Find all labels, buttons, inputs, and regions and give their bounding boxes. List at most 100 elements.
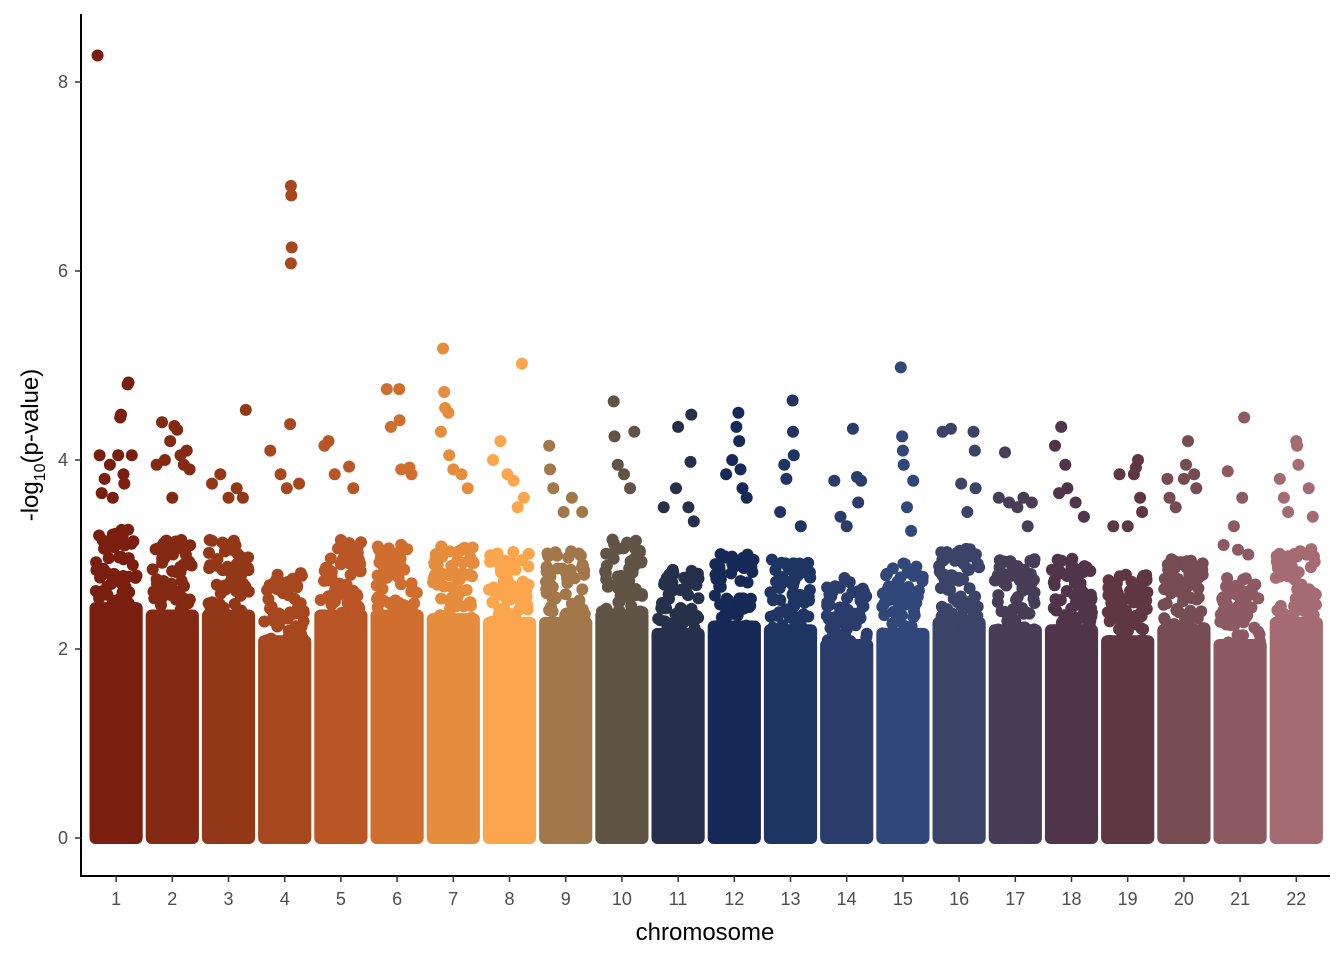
snp-point — [214, 613, 227, 625]
snp-point — [765, 553, 778, 566]
snp-point-top-hit — [284, 257, 297, 270]
snp-point-top-hit — [1011, 501, 1024, 514]
snp-point — [1102, 589, 1115, 602]
snp-point — [727, 561, 740, 574]
snp-point-top-hit — [438, 386, 451, 398]
snp-point — [1196, 557, 1209, 570]
snp-point — [117, 574, 130, 587]
x-tick-label: 8 — [504, 889, 514, 909]
snp-point — [880, 586, 893, 599]
snp-point — [1198, 622, 1211, 635]
snp-point — [826, 611, 839, 624]
chromosome-12-point-mass — [707, 620, 761, 844]
snp-point — [844, 635, 857, 648]
snp-point — [897, 557, 910, 570]
snp-point-top-hit — [156, 416, 168, 429]
snp-point — [1191, 612, 1204, 625]
x-axis-ticks: 1 2 3 4 5 6 7 8 9 10 11 12 13 14 15 16 17 18 19 20 21 22 — [111, 876, 1306, 909]
snp-point-top-hit — [846, 422, 859, 435]
snp-point — [565, 626, 578, 639]
snp-point — [955, 609, 968, 622]
snp-point-top-hit — [687, 515, 700, 528]
snp-point — [946, 625, 959, 638]
snp-point — [1136, 600, 1149, 613]
chromosome-20-point-mass — [1157, 624, 1211, 844]
x-tick-label: 6 — [392, 889, 402, 909]
snp-point-top-hit — [672, 420, 685, 433]
snp-point — [501, 572, 514, 585]
snp-point — [1083, 619, 1096, 631]
snp-point — [847, 618, 860, 630]
snp-point — [623, 562, 636, 575]
chromosome-15-points — [876, 361, 930, 844]
snp-point — [540, 560, 553, 573]
snp-point — [271, 620, 284, 633]
snp-point — [294, 597, 307, 610]
snp-point-top-hit — [206, 477, 218, 490]
snp-point — [389, 594, 402, 607]
snp-point — [883, 631, 896, 644]
snp-point — [718, 551, 731, 564]
snp-point-top-hit — [774, 506, 787, 518]
chromosome-22-point-mass — [1269, 616, 1323, 844]
x-tick-label: 12 — [724, 889, 744, 909]
snp-point — [99, 541, 112, 554]
snp-point — [887, 617, 900, 629]
snp-point — [946, 607, 958, 620]
snp-point — [1175, 625, 1188, 638]
snp-point — [1119, 607, 1132, 620]
snp-point — [169, 611, 182, 623]
snp-point — [324, 552, 337, 565]
snp-point — [443, 608, 456, 621]
snp-point-top-hit — [794, 520, 807, 533]
snp-point-top-hit — [905, 524, 918, 537]
snp-point — [377, 594, 390, 607]
snp-point-top-hit — [855, 474, 868, 487]
snp-point-top-hit — [961, 506, 974, 518]
snp-point — [714, 598, 727, 611]
snp-point — [940, 548, 953, 561]
snp-point-top-hit — [442, 406, 455, 419]
snp-point — [740, 619, 753, 632]
snp-point — [100, 566, 112, 579]
snp-point — [204, 601, 217, 614]
snp-point — [113, 595, 125, 607]
snp-point — [288, 643, 301, 656]
x-tick-label: 2 — [167, 889, 177, 909]
snp-point — [335, 606, 348, 619]
chromosome-7-point-mass — [426, 613, 480, 844]
snp-point — [222, 581, 235, 594]
snp-point — [624, 619, 637, 632]
snp-point — [1230, 588, 1243, 601]
chromosome-17-points — [988, 446, 1042, 844]
snp-point — [235, 604, 248, 617]
snp-point — [992, 589, 1005, 602]
snp-point — [613, 604, 625, 617]
snp-point — [969, 615, 982, 627]
chromosome-2-point-mass — [145, 609, 199, 844]
snp-point-top-hit — [1136, 506, 1149, 518]
snp-point — [211, 553, 224, 566]
snp-point-top-hit — [1061, 482, 1074, 495]
snp-point-top-hit — [461, 482, 474, 495]
snp-point-top-hit — [284, 179, 297, 192]
x-tick-label: 9 — [561, 889, 571, 909]
snp-point — [377, 617, 390, 630]
x-tick-label: 1 — [111, 889, 121, 909]
snp-point — [351, 547, 364, 560]
snp-point — [764, 627, 777, 640]
snp-point-top-hit — [1180, 458, 1192, 471]
snp-point-top-hit — [322, 435, 335, 448]
snp-point — [317, 609, 330, 622]
chromosome-11-points — [651, 408, 705, 844]
snp-point-top-hit — [896, 430, 909, 443]
chromosome-21-points — [1213, 411, 1267, 844]
snp-point-top-hit — [122, 376, 135, 389]
snp-point — [89, 585, 102, 597]
snp-point-top-hit — [657, 501, 670, 514]
chromosome-13-point-mass — [763, 624, 818, 844]
snp-point — [519, 623, 532, 636]
snp-point — [708, 589, 721, 602]
snp-point — [1305, 543, 1318, 556]
snp-point — [398, 542, 411, 555]
